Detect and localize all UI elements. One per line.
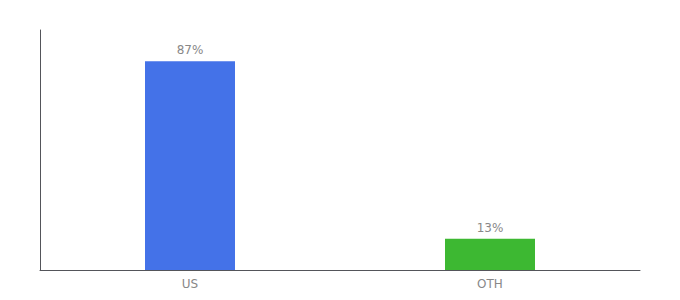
svg-text:87%: 87% bbox=[177, 43, 204, 57]
svg-text:US: US bbox=[182, 277, 198, 291]
svg-text:OTH: OTH bbox=[477, 277, 503, 291]
svg-text:13%: 13% bbox=[477, 221, 504, 235]
